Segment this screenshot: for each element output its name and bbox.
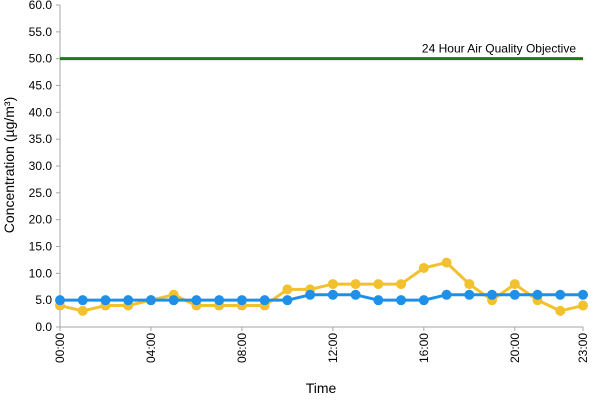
data-point (441, 257, 452, 268)
y-tick-label: 10.0 (29, 266, 53, 280)
y-axis-title: Concentration (µg/m³) (1, 97, 17, 233)
data-point (214, 295, 225, 306)
y-tick-label: 15.0 (29, 240, 53, 254)
data-point (396, 279, 407, 290)
data-point (77, 295, 88, 306)
data-point (327, 279, 338, 290)
data-point (145, 295, 156, 306)
data-point (123, 295, 134, 306)
y-tick-label: 35.0 (29, 132, 53, 146)
data-point (259, 295, 270, 306)
data-point (578, 300, 588, 311)
data-point (55, 295, 65, 306)
data-point (464, 289, 475, 300)
data-point (418, 295, 429, 306)
data-point (350, 289, 361, 300)
y-tick-label: 25.0 (29, 186, 53, 200)
data-point (350, 279, 361, 290)
y-tick-label: 45.0 (29, 79, 53, 93)
x-tick-label: 04:00 (144, 333, 158, 363)
data-point (77, 305, 88, 316)
x-tick-label: 16:00 (417, 333, 431, 363)
data-point (373, 295, 384, 306)
x-axis-title: Time (306, 380, 337, 396)
y-tick-label: 55.0 (29, 25, 53, 39)
data-point (509, 289, 520, 300)
x-tick-label: 00:00 (53, 333, 67, 363)
y-tick-label: 50.0 (29, 52, 53, 66)
x-tick-label: 12:00 (326, 333, 340, 363)
y-tick-label: 0.0 (35, 320, 52, 334)
data-point (100, 295, 111, 306)
data-point (555, 305, 566, 316)
data-point (168, 295, 179, 306)
data-point (418, 262, 429, 273)
data-point (464, 279, 475, 290)
data-point (305, 289, 316, 300)
x-tick-label: 23:00 (576, 333, 590, 363)
data-point (487, 289, 498, 300)
data-point (191, 295, 202, 306)
data-point (578, 289, 588, 300)
x-tick-label: 08:00 (235, 333, 249, 363)
data-point (555, 289, 566, 300)
series-line (59, 261, 584, 313)
x-tick-label: 20:00 (508, 333, 522, 363)
series-line (60, 293, 583, 302)
data-point (282, 284, 293, 295)
x-axis: 00:00 04:00 08:00 12:00 16:00 20:00 23:00 (53, 326, 590, 363)
data-point (532, 289, 543, 300)
y-tick-label: 30.0 (29, 159, 53, 173)
data-point (236, 295, 247, 306)
y-tick-label: 40.0 (29, 105, 53, 119)
data-point (282, 295, 293, 306)
y-tick-label: 60.0 (29, 0, 53, 12)
y-axis: 0.0 5.0 10.0 15.0 20.0 25.0 30.0 35.0 40.0 45.0 50… (29, 0, 61, 334)
series-1 (55, 257, 588, 316)
y-tick-label: 20.0 (29, 213, 53, 227)
data-point (327, 289, 338, 300)
series-2 (55, 289, 588, 306)
data-point (441, 289, 452, 300)
data-point (396, 295, 407, 306)
series-layer (55, 257, 588, 316)
air-quality-objective-label: 24 Hour Air Quality Objective (422, 42, 576, 56)
data-point (509, 279, 520, 290)
y-tick-label: 5.0 (35, 293, 52, 307)
data-point (373, 279, 384, 290)
